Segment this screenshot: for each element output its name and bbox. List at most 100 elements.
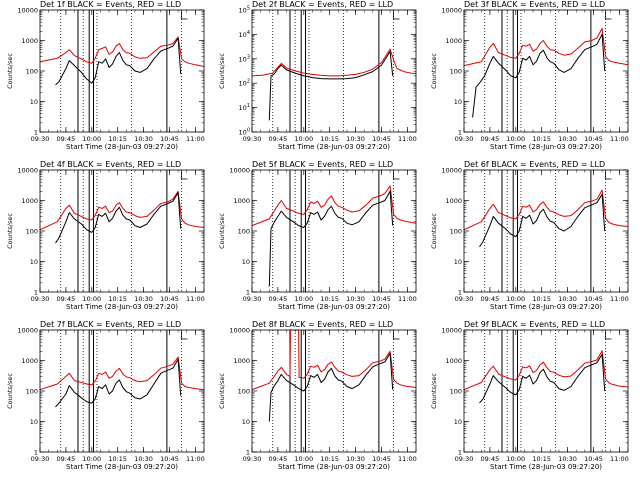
- panel-det-2f: Det 2f BLACK = Events, RED = LLD Counts/s…: [218, 0, 417, 151]
- x-tick-label: 09:30: [31, 295, 50, 303]
- y-tick-label: 10000: [229, 327, 250, 335]
- x-tick-label: 10:30: [558, 295, 577, 303]
- x-tick-label: 10:30: [558, 135, 577, 143]
- x-tick-label: 10:45: [160, 295, 179, 303]
- x-tick-label: 10:00: [506, 295, 525, 303]
- panel-title: Det 5f BLACK = Events, RED = LLD: [252, 160, 393, 169]
- x-tick-label: 10:30: [346, 295, 365, 303]
- x-tick-label: 10:00: [294, 455, 313, 463]
- panel-title: Det 2f BLACK = Events, RED = LLD: [252, 0, 393, 9]
- y-tick-label: 100: [450, 388, 462, 396]
- panel-title: Det 9f BLACK = Events, RED = LLD: [464, 320, 605, 329]
- series-line-lld: [251, 329, 417, 391]
- panel-det-8f: Det 8f BLACK = Events, RED = LLD Counts/s…: [218, 320, 417, 471]
- x-tick-label: 10:30: [134, 455, 153, 463]
- series-line-lld: [39, 190, 205, 231]
- x-tick-label: 09:45: [481, 295, 500, 303]
- panel-det-4f: Det 4f BLACK = Events, RED = LLD Counts/s…: [6, 160, 205, 311]
- y-tick-label: 10: [30, 98, 38, 106]
- series-line-lld: [463, 189, 629, 231]
- y-tick-label: 10: [242, 418, 250, 426]
- y-axis-label: Counts/sec: [430, 53, 438, 89]
- y-axis-label: Counts/sec: [218, 373, 226, 409]
- x-tick-label: 10:00: [82, 135, 101, 143]
- y-tick-label: 100: [238, 228, 250, 236]
- x-tick-label: 10:15: [320, 455, 339, 463]
- x-tick-label: 10:30: [134, 135, 153, 143]
- x-tick-label: 10:45: [584, 295, 603, 303]
- x-tick-label: 09:30: [243, 295, 262, 303]
- series-line-lld: [463, 27, 629, 67]
- x-tick-label: 09:30: [243, 455, 262, 463]
- y-tick-label: 10: [454, 418, 462, 426]
- y-tick-label: 100: [238, 388, 250, 396]
- x-tick-label: 09:45: [269, 295, 288, 303]
- series-line-events: [55, 192, 182, 244]
- y-tick-label: 1000: [21, 357, 38, 365]
- x-tick-label: 09:30: [455, 135, 474, 143]
- y-tick-label: 102: [239, 79, 250, 88]
- x-axis-label: Start Time (28-Jun-03 09:27:20): [490, 463, 602, 471]
- x-tick-label: 09:45: [57, 295, 76, 303]
- attenuator-marker: [393, 331, 400, 340]
- x-tick-label: 11:00: [610, 295, 629, 303]
- attenuator-marker: [605, 11, 612, 20]
- x-tick-label: 10:15: [532, 295, 551, 303]
- x-tick-label: 10:45: [372, 455, 391, 463]
- plot-frame: [251, 9, 417, 133]
- plot-frame: [39, 9, 205, 133]
- y-tick-label: 1000: [21, 37, 38, 45]
- x-tick-label: 10:45: [584, 455, 603, 463]
- x-tick-label: 11:00: [398, 135, 417, 143]
- x-tick-label: 10:15: [532, 455, 551, 463]
- y-axis-label: Counts/sec: [6, 53, 14, 89]
- y-tick-label: 10000: [17, 167, 38, 175]
- series-line-events: [55, 358, 182, 408]
- x-tick-label: 09:45: [481, 135, 500, 143]
- x-tick-label: 10:30: [346, 135, 365, 143]
- y-tick-label: 10000: [229, 167, 250, 175]
- series-line-events: [268, 190, 394, 287]
- x-tick-label: 10:30: [346, 455, 365, 463]
- x-tick-label: 10:15: [108, 135, 127, 143]
- x-tick-label: 09:45: [57, 135, 76, 143]
- y-tick-label: 10000: [441, 7, 462, 15]
- y-axis-label: Counts/sec: [218, 213, 226, 249]
- x-tick-label: 11:00: [186, 455, 205, 463]
- x-axis-label: Start Time (28-Jun-03 09:27:20): [278, 463, 390, 471]
- x-tick-label: 10:15: [320, 135, 339, 143]
- x-tick-label: 11:00: [610, 135, 629, 143]
- panel-det-5f: Det 5f BLACK = Events, RED = LLD Counts/s…: [218, 160, 417, 311]
- x-tick-label: 10:00: [294, 135, 313, 143]
- x-tick-label: 10:15: [108, 295, 127, 303]
- y-tick-label: 1: [34, 289, 38, 297]
- x-axis-label: Start Time (28-Jun-03 09:27:20): [66, 143, 178, 151]
- y-tick-label: 1: [458, 449, 462, 457]
- y-tick-label: 1000: [445, 357, 462, 365]
- x-tick-label: 10:00: [82, 295, 101, 303]
- panel-title: Det 6f BLACK = Events, RED = LLD: [464, 160, 605, 169]
- series-line-lld: [39, 356, 205, 391]
- x-tick-label: 09:45: [269, 455, 288, 463]
- plot-frame: [39, 329, 205, 453]
- y-tick-label: 101: [239, 103, 250, 112]
- y-tick-label: 10000: [17, 327, 38, 335]
- panel-det-6f: Det 6f BLACK = Events, RED = LLD Counts/s…: [430, 160, 629, 311]
- plot-frame: [463, 329, 629, 453]
- series-line-events: [479, 353, 606, 404]
- panel-title: Det 8f BLACK = Events, RED = LLD: [252, 320, 393, 329]
- x-tick-label: 09:30: [31, 135, 50, 143]
- x-tick-label: 10:00: [82, 455, 101, 463]
- panel-title: Det 1f BLACK = Events, RED = LLD: [40, 0, 181, 9]
- series-line-events: [472, 33, 606, 118]
- plot-frame: [463, 169, 629, 293]
- x-tick-label: 09:30: [31, 455, 50, 463]
- series-line-events: [268, 51, 394, 121]
- attenuator-marker: [181, 11, 188, 20]
- y-tick-label: 1: [246, 449, 250, 457]
- attenuator-marker: [605, 331, 612, 340]
- y-tick-label: 1: [34, 129, 38, 137]
- y-tick-label: 100: [26, 228, 38, 236]
- series-line-events: [268, 353, 394, 422]
- y-tick-label: 10: [454, 98, 462, 106]
